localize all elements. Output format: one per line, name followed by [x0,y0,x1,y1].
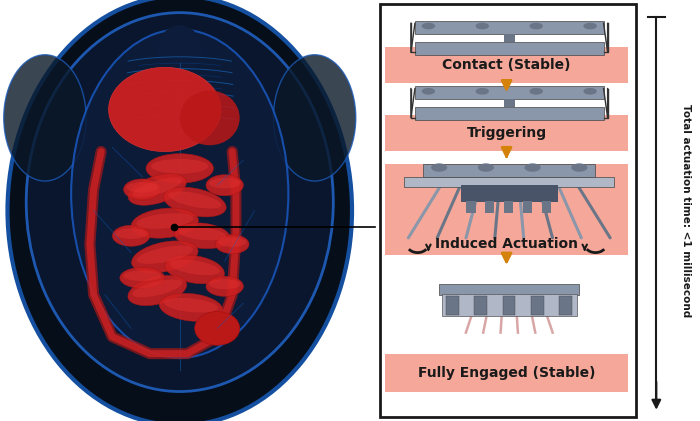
Ellipse shape [116,228,147,239]
Ellipse shape [174,223,230,249]
Ellipse shape [529,23,543,29]
Ellipse shape [4,55,86,181]
Ellipse shape [108,67,221,152]
Bar [559,296,572,315]
Ellipse shape [124,179,161,200]
Bar [446,296,459,315]
Ellipse shape [132,241,198,273]
Bar [385,354,628,392]
Bar [415,107,603,120]
Text: Total actuation time: <1 millisecond: Total actuation time: <1 millisecond [681,104,691,317]
Ellipse shape [128,173,186,205]
Ellipse shape [163,187,226,217]
Ellipse shape [583,88,597,95]
Ellipse shape [475,23,489,29]
Ellipse shape [478,163,494,172]
Ellipse shape [120,267,164,288]
Ellipse shape [209,279,241,289]
Bar [461,185,558,202]
Bar [531,296,544,315]
Ellipse shape [168,192,221,208]
Bar [415,42,603,55]
Bar [504,34,514,42]
Ellipse shape [132,280,182,297]
Ellipse shape [206,276,244,296]
Bar [442,294,577,316]
Bar [504,99,514,107]
Ellipse shape [529,88,543,95]
Ellipse shape [151,159,209,173]
Ellipse shape [8,0,352,421]
Bar [404,177,615,187]
Bar [415,21,603,34]
Bar [503,296,515,315]
Text: Triggering: Triggering [466,125,547,140]
Ellipse shape [524,163,540,172]
Ellipse shape [127,182,158,192]
Ellipse shape [431,163,447,172]
Ellipse shape [218,237,246,247]
Ellipse shape [26,13,333,392]
Bar [504,201,513,213]
Ellipse shape [571,163,587,172]
Ellipse shape [131,208,198,238]
Bar [439,284,580,295]
Ellipse shape [475,88,489,95]
Bar [474,296,487,315]
Ellipse shape [71,29,288,358]
Ellipse shape [132,177,182,197]
Bar [423,164,596,177]
Ellipse shape [112,225,150,246]
Ellipse shape [583,23,597,29]
Bar [523,201,532,213]
Text: Induced Actuation: Induced Actuation [435,237,578,251]
Bar [485,201,494,213]
Ellipse shape [216,235,249,253]
Ellipse shape [128,275,187,306]
Bar [415,86,603,99]
Ellipse shape [180,91,239,145]
Ellipse shape [209,178,241,188]
Ellipse shape [169,259,220,275]
Bar [385,164,628,255]
Ellipse shape [206,175,244,196]
Ellipse shape [146,154,214,183]
Ellipse shape [195,312,239,345]
Ellipse shape [164,298,218,312]
Ellipse shape [178,227,226,240]
Ellipse shape [274,55,356,181]
Ellipse shape [421,88,435,95]
Ellipse shape [136,245,193,264]
Ellipse shape [158,25,202,76]
Bar [542,201,551,213]
Ellipse shape [160,293,223,321]
Ellipse shape [421,23,435,29]
Ellipse shape [123,271,162,281]
Text: Contact (Stable): Contact (Stable) [442,58,570,72]
Ellipse shape [165,255,225,284]
Bar [385,115,628,150]
Ellipse shape [136,213,193,229]
Text: Fully Engaged (Stable): Fully Engaged (Stable) [418,365,595,380]
Bar [466,201,475,213]
Bar [385,47,628,83]
